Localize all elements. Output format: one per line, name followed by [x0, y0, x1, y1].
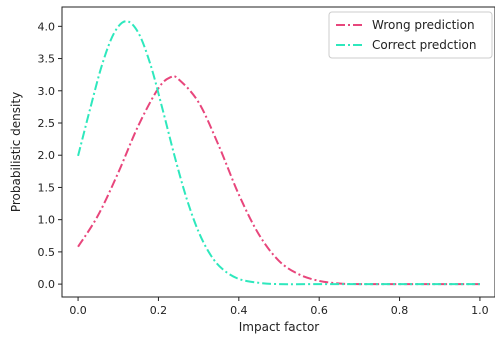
- legend-label-correct-prediction: Correct predction: [372, 38, 476, 52]
- x-axis-label: Impact factor: [239, 320, 320, 334]
- x-tick-label: 1.0: [471, 304, 489, 317]
- y-tick-label: 3.5: [38, 53, 56, 66]
- x-tick-label: 0.2: [150, 304, 168, 317]
- legend-label-wrong-prediction: Wrong prediction: [372, 18, 475, 32]
- y-tick-label: 4.0: [38, 20, 56, 33]
- legend: Wrong prediction Correct predction: [328, 11, 493, 59]
- y-tick-label: 3.0: [38, 85, 56, 98]
- y-tick-label: 0.0: [38, 278, 56, 291]
- legend-box: [328, 11, 493, 59]
- y-tick-label: 1.0: [38, 214, 56, 227]
- x-tick-label: 0.0: [69, 304, 87, 317]
- x-tick-label: 0.6: [310, 304, 328, 317]
- series-lines: [77, 20, 480, 286]
- x-tick-label: 0.8: [391, 304, 409, 317]
- x-axis: 0.0 0.2 0.4 0.6 0.8 1.0: [69, 297, 489, 317]
- y-axis-label: Probabilistic density: [9, 92, 23, 212]
- y-tick-label: 0.5: [38, 246, 56, 259]
- y-axis: 0.0 0.5 1.0 1.5 2.0 2.5 3.0 3.5 4.0: [38, 20, 62, 291]
- y-tick-label: 2.0: [38, 149, 56, 162]
- series-line-wrong-prediction: [77, 75, 480, 286]
- x-tick-label: 0.4: [230, 304, 248, 317]
- y-tick-label: 1.5: [38, 181, 56, 194]
- series-line-correct-prediction: [77, 20, 480, 286]
- y-tick-label: 2.5: [38, 117, 56, 130]
- axes-frame: [61, 6, 495, 298]
